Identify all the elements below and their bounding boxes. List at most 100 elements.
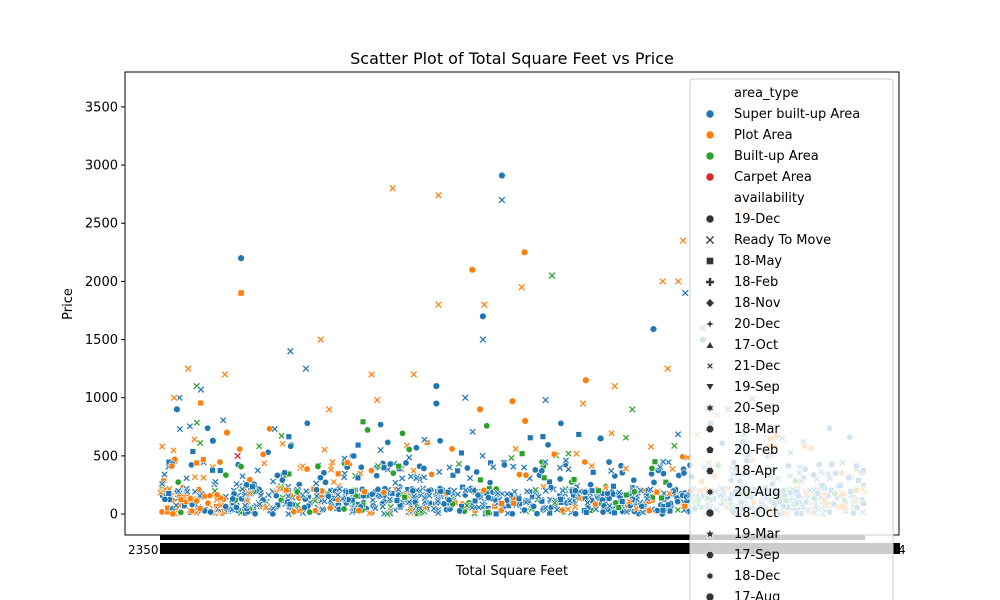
cloud-point [518,450,526,457]
data-point [301,364,311,373]
cloud-point [607,429,616,438]
y-tick-label: 3000 [85,159,118,174]
legend-entry-availability: 19-Dec [734,212,780,227]
cloud-point [546,478,553,486]
cloud-point [365,509,374,518]
legend-entry-area-type: Built-up Area [734,149,819,164]
x-tick-labels-band [160,543,900,554]
legend-entry-availability: 18-Oct [734,506,778,521]
cloud-point [401,494,408,501]
data-point [596,434,605,443]
cloud-point [509,462,518,471]
cloud-point [219,416,228,425]
data-point [479,312,487,320]
cloud-point [348,488,355,495]
cloud-point [368,490,376,498]
cloud-point [474,491,482,499]
legend-entry-area-type: Plot Area [734,128,793,143]
cloud-point [651,458,659,465]
cloud-point [354,441,362,449]
cloud-point [471,497,479,505]
data-point [478,335,488,344]
cloud-point [615,504,622,511]
cloud-point [409,466,418,475]
cloud-point [483,422,491,430]
legend-entry-availability: 20-Feb [734,443,778,458]
cloud-point [200,456,207,463]
y-tick-label: 2000 [85,275,118,290]
cloud-point [508,510,516,518]
x-tick-marks-band [160,535,865,540]
cloud-point [630,476,638,484]
cloud-point [581,458,589,466]
cloud-point [461,486,470,495]
cloud-point [160,470,169,479]
data-point [173,405,181,414]
cloud-point [621,433,630,442]
cloud-point [562,456,570,465]
cloud-point [674,498,682,506]
cloud-point [238,472,247,481]
cloud-point [177,496,185,503]
cloud-point [550,498,559,507]
x-tick-label-left: 2350 [128,543,159,557]
legend-entry-availability-marker [706,362,714,370]
cloud-point [659,507,667,514]
data-point [663,364,672,373]
cloud-point [253,466,262,475]
data-point [220,370,230,379]
data-point [316,335,325,344]
cloud-point [550,450,558,458]
cloud-point [659,457,668,466]
cloud-point [448,445,456,453]
cloud-point [183,487,192,496]
cloud-point [630,488,638,496]
data-point [628,405,637,414]
y-tick-label: 1500 [85,333,118,348]
cloud-point [333,490,342,499]
cloud-point [161,495,169,503]
cloud-point [539,433,547,440]
cloud-point [306,508,314,516]
cloud-point [246,476,254,484]
legend-entry-availability-marker [705,214,715,224]
cloud-point [500,461,508,469]
cloud-point [601,483,610,492]
legend-entry-availability: 21-Dec [734,359,780,374]
cloud-point [477,476,484,484]
cloud-point [589,469,597,476]
cloud-point [556,475,564,483]
cloud-point [314,462,322,470]
y-tick-label: 2500 [85,217,118,232]
legend-entry-availability-marker [704,318,716,330]
cloud-point [541,458,550,467]
cloud-point [320,497,329,506]
y-tick-label: 500 [93,449,118,464]
cloud-point [273,471,281,479]
cloud-point [209,467,216,474]
cloud-point [656,463,665,472]
legend-entry-availability: 20-Dec [734,317,780,332]
cloud-point [293,488,301,496]
cloud-point [193,497,201,505]
cloud-point [320,445,329,454]
data-point [372,395,382,405]
cloud-point [255,500,264,509]
legend-entry-availability-marker [705,508,715,518]
cloud-point [638,508,647,517]
cloud-point [523,487,532,496]
cloud-point [556,463,564,472]
cloud-point [591,500,599,508]
cloud-point [402,459,410,467]
cloud-point [236,445,244,453]
legend-entry-availability-marker [705,592,715,600]
data-point [409,370,418,379]
cloud-point [666,507,674,515]
cloud-point [531,485,540,494]
cloud-point [454,460,463,468]
cloud-point [371,504,380,513]
data-point [582,376,590,384]
data-point [233,451,242,461]
cloud-point [394,485,403,494]
cloud-point [650,478,658,486]
